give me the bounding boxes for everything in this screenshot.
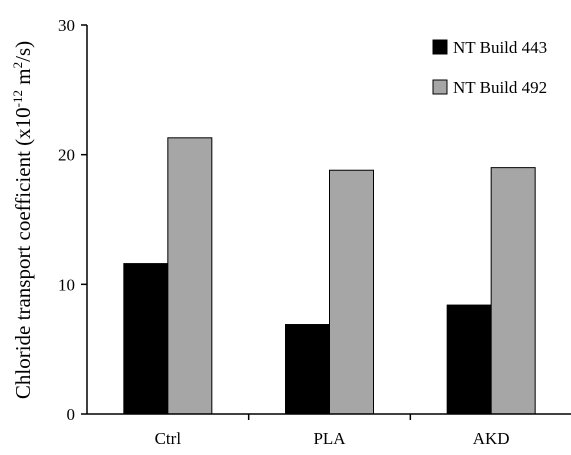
bar-nt-build-443-ctrl	[123, 263, 169, 415]
y-tick-label-30: 30	[58, 16, 75, 35]
legend-swatch-nt-build-492	[432, 79, 448, 95]
y-tick-label-20: 20	[58, 146, 75, 165]
ticks-layer: Ctrl PLA AKD 0 10 20 30	[58, 16, 510, 448]
bar-nt-build-443-pla	[285, 324, 330, 415]
legend: NT Build 443 NT Build 492	[432, 38, 547, 97]
y-axis-title: Chloride transport coefficient (x10-12 m…	[10, 41, 35, 399]
bar-nt-build-443-akd	[446, 304, 492, 415]
legend-label-nt-build-492: NT Build 492	[453, 78, 547, 97]
axes-layer	[86, 25, 571, 415]
y-tick-label-10: 10	[58, 275, 75, 294]
bar-nt-build-492-pla	[329, 169, 374, 415]
legend-swatch-nt-build-443	[432, 39, 448, 55]
bar-nt-build-492-akd	[490, 167, 536, 415]
legend-label-nt-build-443: NT Build 443	[453, 38, 547, 57]
bars-layer	[123, 137, 536, 415]
x-tick-label-ctrl: Ctrl	[155, 429, 182, 448]
bar-nt-build-492-ctrl	[167, 137, 213, 415]
x-tick-label-pla: PLA	[313, 429, 346, 448]
x-tick-label-akd: AKD	[473, 429, 510, 448]
y-tick-label-0: 0	[67, 405, 76, 424]
